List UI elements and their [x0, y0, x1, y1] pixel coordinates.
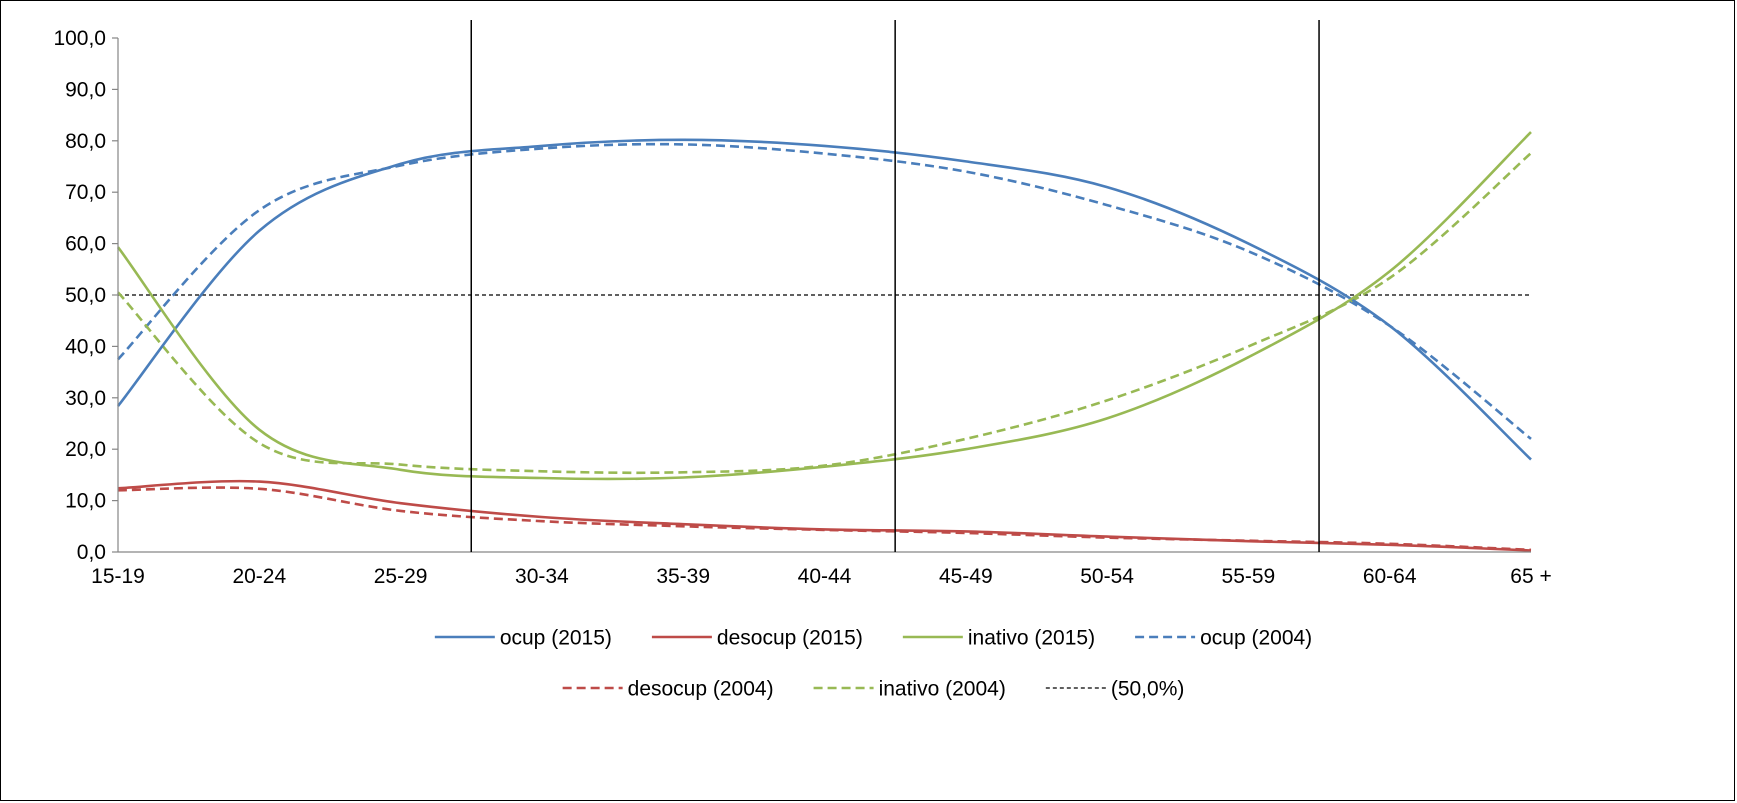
legend-label-50-0: (50,0%) — [1111, 678, 1185, 701]
y-tick-label: 40,0 — [65, 335, 106, 358]
series-line-desocup-2015 — [117, 479, 1532, 552]
x-tick-label: 65 + — [1510, 565, 1551, 588]
y-tick-label: 10,0 — [65, 490, 106, 513]
legend-label-ocup-2015: ocup (2015) — [500, 627, 612, 650]
vertical-markers — [470, 20, 1320, 552]
y-tick-label: 50,0 — [65, 284, 106, 307]
y-tick-label: 30,0 — [65, 387, 106, 410]
x-tick-label: 55-59 — [1222, 565, 1276, 588]
x-tick-label: 20-24 — [232, 565, 286, 588]
legend-label-desocup-2004: desocup (2004) — [628, 678, 774, 701]
x-tick-label: 50-54 — [1080, 565, 1134, 588]
y-tick-label: 20,0 — [65, 438, 106, 461]
x-tick-label: 35-39 — [656, 565, 710, 588]
tick-labels: 0,0 10,0 20,0 30,0 40,0 50,0 60,0 70,0 80,0 90,0 1… — [53, 27, 1551, 588]
x-tick-label: 25-29 — [374, 565, 428, 588]
legend-label-ocup-2004: ocup (2004) — [1200, 627, 1312, 650]
legend-label-inativo-2004: inativo (2004) — [879, 678, 1006, 701]
x-tick-label: 15-19 — [91, 565, 145, 588]
series-line-inativo-2015 — [116, 131, 1532, 481]
y-tick-label: 100,0 — [53, 27, 106, 50]
y-tick-label: 60,0 — [65, 233, 106, 256]
x-tick-label: 40-44 — [798, 565, 852, 588]
series-line-ocup-2004 — [117, 142, 1532, 440]
legend-label-inativo-2015: inativo (2015) — [968, 627, 1095, 650]
legend: ocup (2015) desocup (2015) inativo (2015) o… — [434, 627, 1312, 701]
y-tick-label: 80,0 — [65, 130, 106, 153]
x-tick-label: 60-64 — [1363, 565, 1417, 588]
legend-label-desocup-2015: desocup (2015) — [717, 627, 863, 650]
y-tick-label: 0,0 — [77, 541, 106, 564]
y-tick-label: 70,0 — [65, 181, 106, 204]
y-tick-label: 90,0 — [65, 78, 106, 101]
x-tick-label: 45-49 — [939, 565, 993, 588]
axes — [112, 37, 1531, 553]
x-tick-label: 30-34 — [515, 565, 569, 588]
series-lines — [116, 131, 1532, 552]
series-line-ocup-2015 — [116, 138, 1532, 461]
